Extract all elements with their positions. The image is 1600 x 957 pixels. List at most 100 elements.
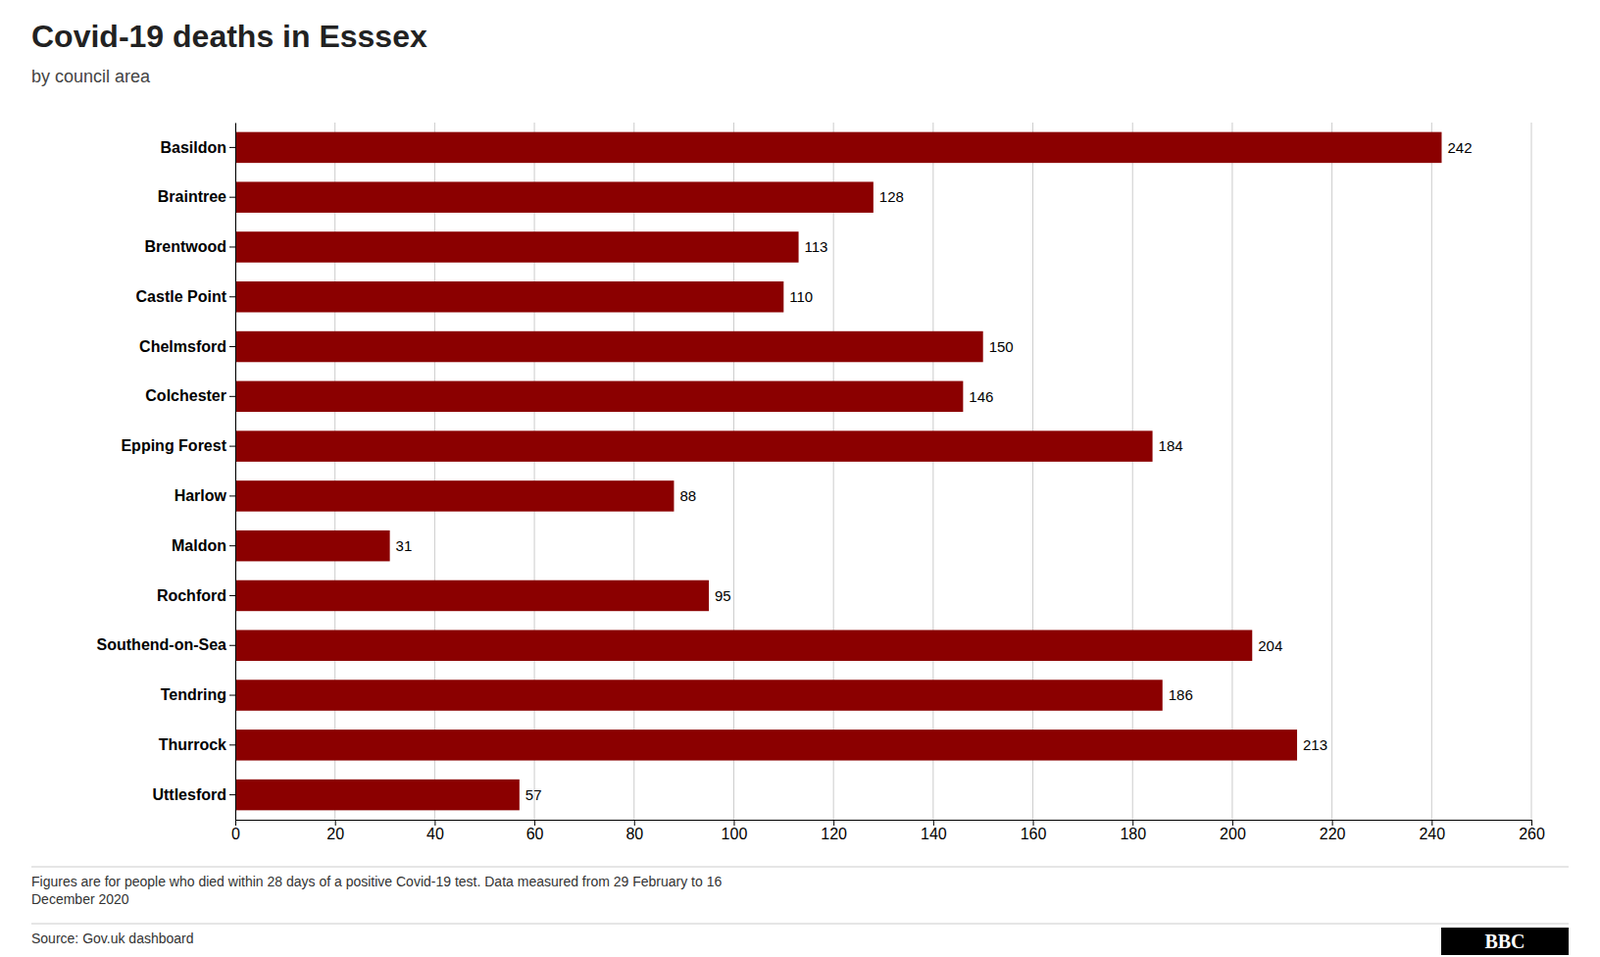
x-tick: 160	[1020, 819, 1048, 843]
bar	[235, 630, 1252, 661]
x-tick-mark	[634, 819, 636, 826]
x-tick-mark	[1132, 819, 1134, 826]
data-label: 113	[804, 238, 829, 255]
y-tick: Harlow	[174, 487, 236, 504]
y-tick-label: Chelmsford	[139, 338, 227, 355]
grid-line	[1531, 122, 1533, 820]
bar	[235, 132, 1442, 163]
x-tick-mark	[1033, 819, 1035, 826]
bar	[235, 580, 709, 611]
y-tick: Rochford	[156, 587, 236, 604]
y-tick-mark	[229, 495, 236, 497]
x-tick-label: 40	[426, 825, 445, 843]
grid-line	[932, 122, 934, 820]
x-tick-mark	[434, 819, 436, 826]
x-tick: 200	[1219, 819, 1247, 843]
y-tick-mark	[229, 794, 236, 796]
x-tick: 20	[326, 819, 345, 843]
data-label: 95	[714, 587, 732, 604]
x-tick-mark	[1431, 819, 1433, 826]
x-tick-label: 240	[1418, 825, 1446, 843]
grid-line	[1331, 122, 1333, 820]
bar	[235, 779, 520, 810]
x-tick-label: 20	[326, 825, 345, 843]
y-tick-label: Maldon	[171, 537, 227, 554]
y-tick: Basildon	[159, 139, 236, 156]
y-tick-label: Uttlesford	[151, 786, 227, 803]
bar	[235, 181, 874, 212]
y-tick-label: Thurrock	[158, 736, 227, 753]
y-tick: Southend-on-Sea	[97, 636, 236, 653]
y-tick: Thurrock	[158, 736, 236, 753]
x-tick-label: 80	[625, 825, 644, 843]
y-tick: Maldon	[171, 537, 236, 554]
data-label: 204	[1257, 637, 1283, 654]
data-label: 150	[989, 338, 1014, 355]
y-tick: Brentwood	[144, 238, 236, 255]
grid-line	[434, 122, 436, 820]
x-tick: 80	[625, 819, 644, 843]
x-tick: 240	[1418, 819, 1446, 843]
grid-line	[733, 122, 735, 820]
x-tick-mark	[833, 819, 835, 826]
x-tick-mark	[933, 819, 935, 826]
y-tick-mark	[229, 595, 236, 597]
y-tick-mark	[229, 645, 236, 647]
y-tick: Colchester	[145, 387, 236, 404]
x-tick-mark	[1232, 819, 1234, 826]
x-tick: 120	[820, 819, 848, 843]
grid-line	[633, 122, 635, 820]
y-tick-mark	[229, 296, 236, 298]
y-tick-label: Brentwood	[144, 238, 227, 255]
y-tick-mark	[229, 545, 236, 547]
y-tick: Uttlesford	[151, 786, 236, 803]
x-tick-mark	[733, 819, 735, 826]
y-tick-mark	[229, 744, 236, 746]
bar	[235, 281, 784, 312]
data-label: 31	[396, 537, 413, 554]
y-tick-mark	[229, 695, 236, 697]
data-label: 146	[968, 388, 994, 405]
x-tick-label: 140	[920, 825, 948, 843]
x-tick-label: 160	[1020, 825, 1048, 843]
separator	[31, 923, 1569, 925]
y-tick-mark	[229, 246, 236, 248]
grid-line	[334, 122, 336, 820]
logo: BBC	[1484, 930, 1525, 952]
y-tick-label: Braintree	[157, 188, 227, 205]
x-tick: 60	[526, 819, 545, 843]
data-label: 88	[679, 487, 697, 504]
x-tick: 100	[721, 819, 749, 843]
y-tick-label: Castle Point	[136, 288, 228, 305]
x-tick-label: 60	[526, 825, 545, 843]
y-tick-label: Southend-on-Sea	[97, 636, 228, 653]
y-tick-label: Basildon	[159, 139, 227, 156]
y-axis-line	[235, 123, 237, 821]
y-tick-label: Tendring	[160, 686, 227, 703]
x-tick-mark	[335, 819, 337, 826]
y-tick-mark	[229, 197, 236, 199]
grid-line	[1431, 122, 1433, 820]
bars	[235, 132, 1442, 811]
x-tick-mark	[235, 819, 237, 826]
x-tick-label: 220	[1319, 825, 1347, 843]
x-tick: 260	[1518, 819, 1546, 843]
bar	[235, 729, 1298, 760]
bar	[235, 231, 800, 262]
data-label: 213	[1302, 736, 1328, 753]
chart: Covid-19 deaths in Esssexby council area…	[0, 0, 1600, 957]
logo-box	[1441, 927, 1569, 955]
x-tick-mark	[1531, 819, 1533, 826]
y-tick: Chelmsford	[139, 338, 236, 355]
y-tick: Epping Forest	[120, 437, 236, 454]
y-tick-label: Epping Forest	[120, 437, 227, 454]
footer-note: Figures are for people who died within 2…	[31, 873, 722, 907]
separator	[31, 866, 1569, 868]
x-tick: 140	[920, 819, 948, 843]
data-label: 128	[879, 188, 904, 205]
bar	[235, 430, 1153, 461]
x-tick: 0	[231, 819, 241, 843]
x-axis-line	[236, 820, 1533, 827]
grid-line	[235, 122, 237, 820]
x-tick-label: 100	[721, 825, 749, 843]
